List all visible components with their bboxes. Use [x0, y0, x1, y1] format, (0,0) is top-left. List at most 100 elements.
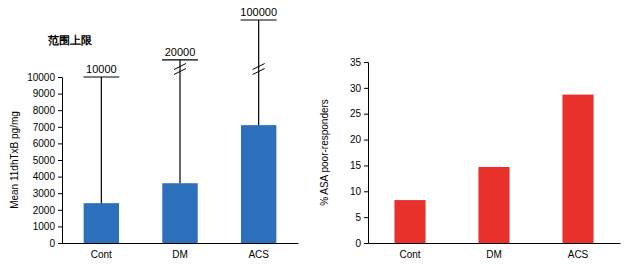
- range-label: 100000: [240, 6, 277, 18]
- y-tick: 15: [350, 160, 368, 171]
- y-tick-label: 1000: [33, 221, 56, 232]
- y-tick: 7000: [33, 122, 62, 133]
- x-tick-label: DM: [486, 249, 502, 260]
- y-axis: 0 1000 2000 3000 4000 5000 6000 7000 8000 9000 100…: [27, 72, 62, 249]
- x-tick: ACS: [568, 243, 589, 260]
- x-tick-label: Cont: [399, 249, 420, 260]
- bar: [394, 200, 425, 243]
- y-axis-line: [364, 63, 369, 244]
- y-tick-label: 5: [355, 212, 361, 223]
- y-tick-label: 30: [350, 83, 362, 94]
- y-tick-mark: [364, 114, 368, 115]
- y-tick-label: 3000: [33, 188, 56, 199]
- bar: [162, 183, 197, 243]
- x-tick: ACS: [248, 243, 269, 260]
- y-axis: 0 5 10 15 20 25 30 35: [350, 57, 369, 249]
- y-tick-mark: [364, 243, 368, 244]
- y-axis-title: % ASA poor-responders: [319, 99, 330, 206]
- chart-title: 范围上限: [47, 34, 93, 46]
- y-tick-mark: [58, 127, 62, 128]
- chart-canvas: 1000020000100000010002000300040005000600…: [0, 0, 640, 270]
- range-label: 20000: [165, 46, 196, 58]
- y-tick-label: 7000: [33, 122, 56, 133]
- y-tick: 2000: [33, 205, 62, 216]
- bar: [562, 95, 593, 243]
- y-tick-label: 20: [350, 134, 362, 145]
- x-axis: Cont DM ACS: [63, 243, 299, 260]
- y-tick-mark: [58, 210, 62, 211]
- y-tick: 8000: [33, 105, 62, 116]
- y-tick: 3000: [33, 188, 62, 199]
- y-tick-label: 9000: [33, 88, 56, 99]
- y-axis-title: Mean 11dhTxB pg/mg: [9, 111, 20, 209]
- y-axis-line: [58, 78, 63, 244]
- y-tick-mark: [364, 165, 368, 166]
- bar: [241, 125, 276, 243]
- x-tick: DM: [172, 243, 188, 260]
- x-tick-label: ACS: [248, 249, 269, 260]
- y-tick-label: 10: [350, 186, 362, 197]
- y-tick-mark: [364, 62, 368, 63]
- range-cap: [241, 19, 277, 20]
- x-tick: Cont: [399, 243, 420, 260]
- y-tick-mark: [364, 140, 368, 141]
- y-tick-label: 0: [49, 238, 55, 249]
- y-tick-mark: [364, 217, 368, 218]
- y-tick: 9000: [33, 88, 62, 99]
- y-tick-label: 15: [350, 160, 362, 171]
- axis-break: [253, 69, 265, 75]
- chart-1: 0 5 10 15 20 25 30 35 Cont DM ACS % ASA poor-respon…: [319, 57, 621, 260]
- range-label: 10000: [86, 63, 117, 75]
- range-cap: [83, 76, 119, 77]
- y-tick: 10: [350, 186, 368, 197]
- y-tick: 0: [355, 238, 368, 249]
- axis-break: [174, 64, 186, 70]
- axis-break: [174, 69, 186, 75]
- y-tick-mark: [364, 191, 368, 192]
- axis-break: [253, 64, 265, 70]
- x-tick-label: ACS: [568, 249, 589, 260]
- error-bar: [258, 77, 259, 125]
- range-leader: [179, 60, 180, 77]
- y-tick: 10000: [27, 72, 62, 83]
- y-tick-label: 25: [350, 108, 362, 119]
- x-axis-line: [63, 243, 299, 244]
- y-tick: 35: [350, 57, 368, 68]
- y-tick-label: 8000: [33, 105, 56, 116]
- y-tick-label: 10000: [27, 72, 55, 83]
- x-tick-label: Cont: [91, 249, 112, 260]
- y-tick-label: 2000: [33, 205, 56, 216]
- y-tick-mark: [58, 226, 62, 227]
- x-tick: Cont: [91, 243, 112, 260]
- y-tick: 30: [350, 83, 368, 94]
- y-tick: 5: [355, 212, 368, 223]
- y-tick-label: 0: [355, 238, 361, 249]
- range-cap: [162, 59, 198, 60]
- y-tick-mark: [58, 160, 62, 161]
- range-leader: [258, 20, 259, 77]
- y-tick: 0: [49, 238, 62, 249]
- bar: [478, 167, 509, 243]
- y-tick-mark: [364, 88, 368, 89]
- y-tick-mark: [58, 110, 62, 111]
- x-tick-label: DM: [172, 249, 188, 260]
- y-tick-label: 4000: [33, 171, 56, 182]
- error-bar: [179, 77, 180, 183]
- chart-0: 10000 20000 100000 0 1000 2000 3000 4000 5000 600…: [9, 0, 299, 260]
- y-tick-mark: [58, 177, 62, 178]
- y-tick: 20: [350, 134, 368, 145]
- range-annotations: 10000 20000 100000: [83, 6, 277, 77]
- y-tick-label: 35: [350, 57, 362, 68]
- error-bar: [101, 77, 102, 203]
- y-tick: 1000: [33, 221, 62, 232]
- plot-area: [84, 77, 277, 243]
- bar: [84, 203, 119, 243]
- y-tick: 5000: [33, 155, 62, 166]
- y-tick: 25: [350, 108, 368, 119]
- y-tick-mark: [58, 193, 62, 194]
- y-tick-mark: [58, 143, 62, 144]
- x-tick: DM: [486, 243, 502, 260]
- y-tick-mark: [58, 77, 62, 78]
- y-tick-label: 6000: [33, 138, 56, 149]
- y-tick-label: 5000: [33, 155, 56, 166]
